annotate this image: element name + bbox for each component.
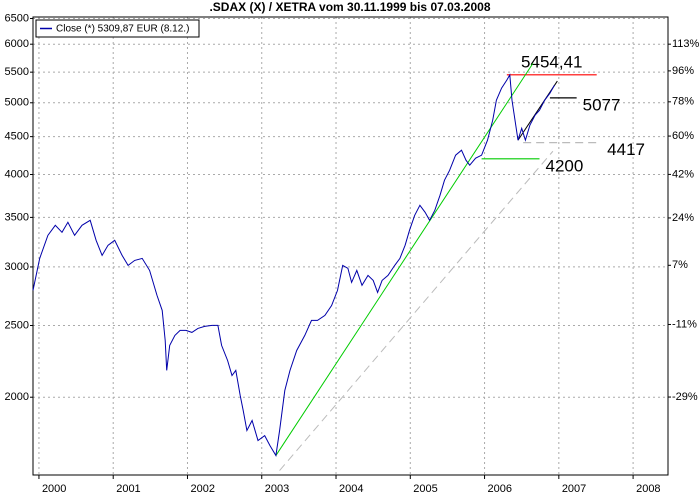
y2-tick-label: 113% [672,38,700,50]
x-tick-label: 2001 [116,483,140,495]
trendline [279,150,554,471]
y-tick-label: 5500 [5,66,29,78]
x-tick-label: 2000 [42,483,66,495]
annotation-label: 4417 [607,140,645,159]
x-tick-label: 2002 [190,483,214,495]
x-tick-label: 2008 [636,483,660,495]
y-tick-label: 2500 [5,319,29,331]
y2-tick-label: -29% [672,391,698,403]
y-tick-label: 3500 [5,211,29,223]
x-tick-label: 2007 [562,483,586,495]
y2-tick-label: 96% [672,65,694,77]
y-tick-label: 6500 [5,12,29,24]
y-tick-label: 4500 [5,131,29,143]
plot-frame [32,16,669,476]
x-tick-label: 2004 [339,483,363,495]
y-tick-label: 5000 [5,97,29,109]
y2-tick-label: 60% [672,130,694,142]
chart-title: .SDAX (X) / XETRA vom 30.11.1999 bis 07.… [209,0,490,14]
y2-tick-label: 24% [672,212,694,224]
price-line [32,73,555,457]
y2-tick-label: 78% [672,96,694,108]
y2-tick-label: 7% [672,259,688,271]
annotation-label: 5077 [583,95,621,114]
y-tick-label: 4000 [5,168,29,180]
legend-label: Close (*) 5309,87 EUR (8.12.) [56,24,189,35]
annotation-label: 4200 [546,156,584,175]
y-tick-label: 6000 [5,38,29,50]
y2-tick-label: 42% [672,168,694,180]
y-tick-label: 2000 [5,391,29,403]
legend-box [35,19,200,38]
annotation-label: 5454,41 [521,52,582,71]
y-tick-label: 3000 [5,261,29,273]
x-tick-label: 2006 [488,483,512,495]
x-tick-label: 2003 [265,483,289,495]
x-tick-label: 2005 [413,483,437,495]
y2-tick-label: -11% [672,318,697,330]
